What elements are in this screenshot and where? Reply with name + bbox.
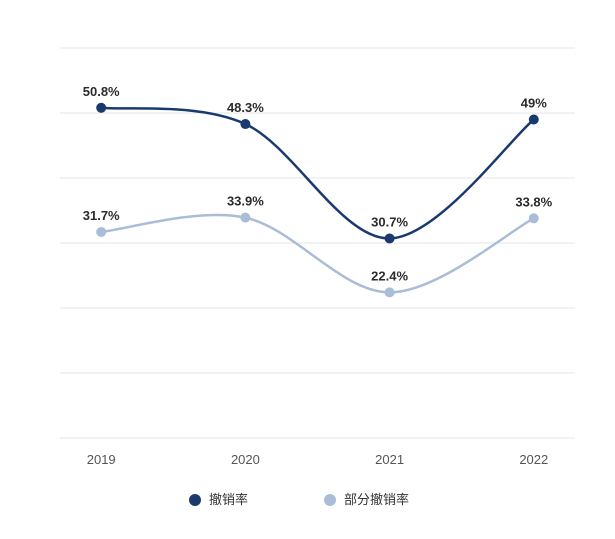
- series-marker: [385, 233, 395, 243]
- legend-marker: [189, 494, 201, 506]
- data-label: 22.4%: [371, 268, 408, 283]
- series-marker: [529, 213, 539, 223]
- series-marker: [240, 119, 250, 129]
- x-axis-label: 2022: [519, 452, 548, 467]
- data-label: 30.7%: [371, 214, 408, 229]
- data-label: 33.9%: [227, 194, 264, 209]
- legend-marker: [324, 494, 336, 506]
- line-chart: 50.8% 48.3% 30.7% 49% 31.7% 33.9% 22.4% 33.8% 20…: [0, 0, 615, 539]
- legend-label: 部分撤销率: [344, 492, 409, 507]
- series-marker: [96, 227, 106, 237]
- series-marker: [240, 213, 250, 223]
- x-axis-label: 2021: [375, 452, 404, 467]
- x-axis-label: 2020: [231, 452, 260, 467]
- series-marker: [385, 287, 395, 297]
- series-marker: [96, 103, 106, 113]
- chart-svg: 50.8% 48.3% 30.7% 49% 31.7% 33.9% 22.4% 33.8% 20…: [0, 0, 615, 539]
- legend-label: 撤销率: [209, 492, 248, 507]
- series-line-1: [101, 215, 534, 292]
- data-label: 49%: [521, 96, 547, 111]
- data-label: 50.8%: [83, 84, 120, 99]
- series-marker: [529, 115, 539, 125]
- data-label: 31.7%: [83, 208, 120, 223]
- data-label: 48.3%: [227, 100, 264, 115]
- data-label: 33.8%: [515, 194, 552, 209]
- x-axis-label: 2019: [87, 452, 116, 467]
